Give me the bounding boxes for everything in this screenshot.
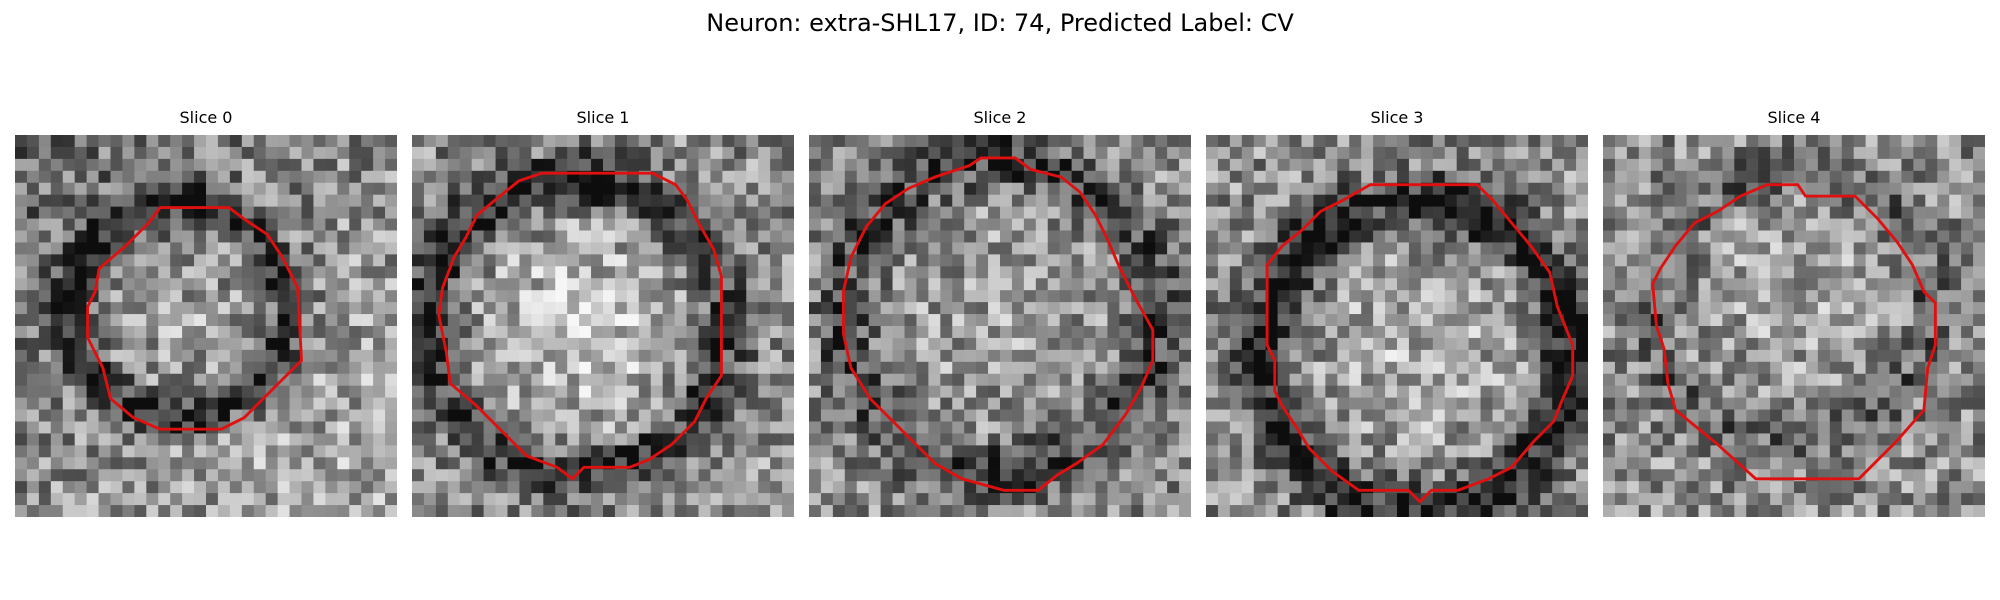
neuron-contour [437, 171, 723, 481]
slice-image [412, 135, 794, 517]
panel-title: Slice 0 [179, 108, 233, 127]
panel-title: Slice 1 [576, 108, 630, 127]
slice-image [809, 135, 1191, 517]
panel-title: Slice 4 [1767, 108, 1821, 127]
pixel-grid [412, 135, 794, 517]
panel-slice-3: Slice 3 [1206, 108, 1588, 517]
slice-image [1603, 135, 1985, 517]
panel-slice-2: Slice 2 [809, 108, 1191, 517]
panel-slice-4: Slice 4 [1603, 108, 1985, 517]
pixel-grid [15, 135, 397, 517]
pixel-grid [1206, 135, 1588, 517]
neuron-contour [1265, 183, 1575, 504]
neuron-contour [1651, 183, 1937, 481]
figure-title: Neuron: extra-SHL17, ID: 74, Predicted L… [706, 9, 1294, 37]
pixel-grid [1603, 135, 1985, 517]
panel-slice-1: Slice 1 [412, 108, 794, 517]
panel-title: Slice 3 [1370, 108, 1424, 127]
panel-title: Slice 2 [973, 108, 1027, 127]
pixel-grid [809, 135, 1191, 517]
neuron-contour [841, 156, 1155, 492]
panel-slice-0: Slice 0 [15, 108, 397, 517]
slice-image [1206, 135, 1588, 517]
slice-image [15, 135, 397, 517]
neuron-contour [86, 206, 303, 431]
